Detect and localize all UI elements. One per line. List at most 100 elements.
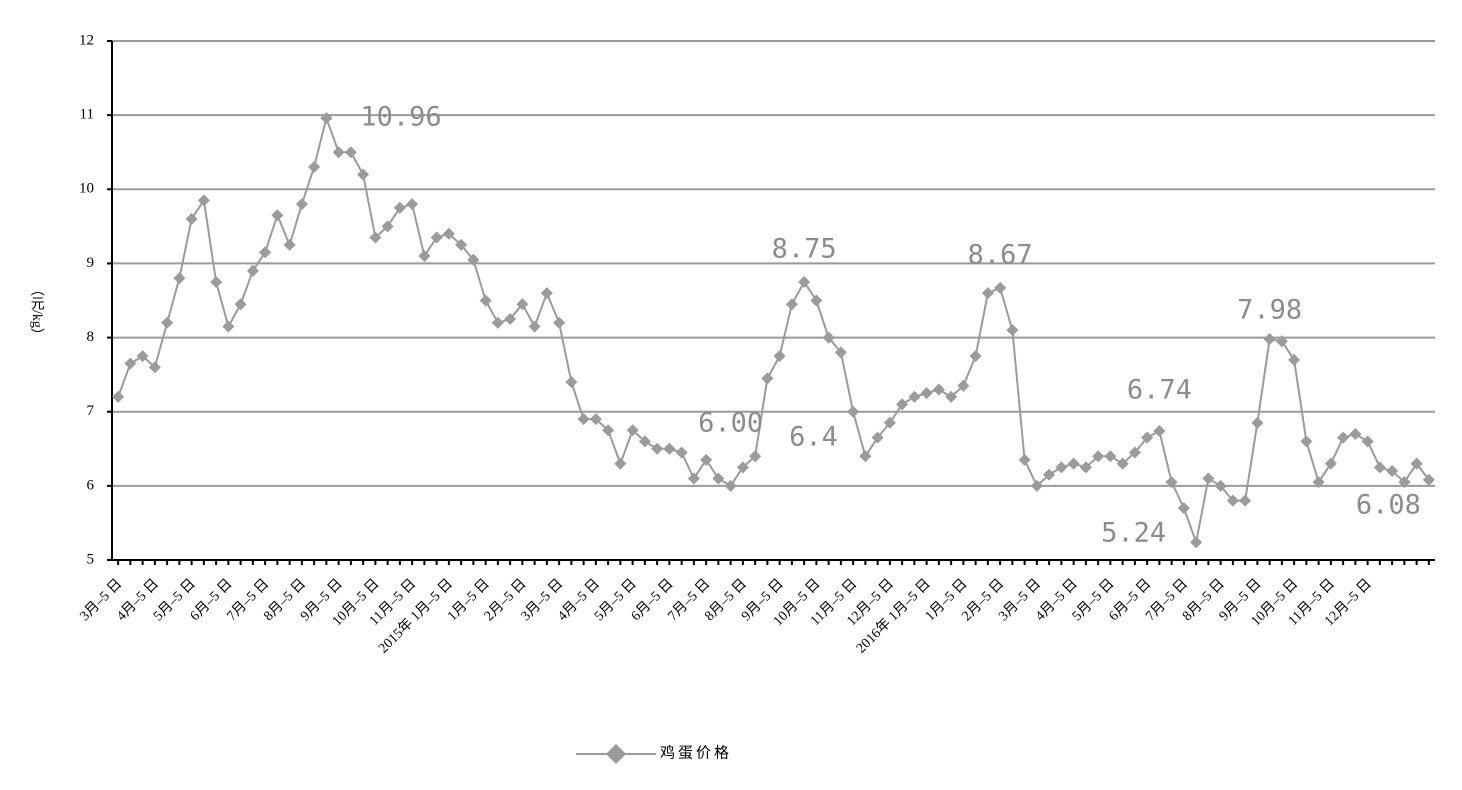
marker [1288, 353, 1301, 366]
marker [565, 376, 578, 389]
marker [112, 390, 125, 403]
marker [283, 238, 296, 251]
value-label: 6.4 [789, 422, 838, 453]
marker [1104, 450, 1117, 463]
marker [1165, 476, 1178, 489]
marker [1214, 479, 1227, 492]
y-tick-label: 5 [87, 551, 95, 567]
marker [638, 435, 651, 448]
y-tick-label: 8 [87, 329, 95, 345]
marker [577, 413, 590, 426]
marker [834, 346, 847, 359]
marker [491, 316, 504, 329]
marker [1079, 461, 1092, 474]
series-line [117, 114, 1430, 546]
marker [896, 398, 909, 411]
marker [859, 450, 872, 463]
marker [406, 198, 419, 211]
marker [504, 313, 517, 326]
marker [148, 361, 161, 374]
marker [124, 357, 137, 370]
marker [197, 194, 210, 207]
marker [810, 294, 823, 307]
marker [381, 220, 394, 233]
marker [479, 294, 492, 307]
marker [1373, 461, 1386, 474]
marker [712, 472, 725, 485]
marker [1349, 427, 1362, 440]
marker [1177, 502, 1190, 515]
marker [1067, 457, 1080, 470]
marker [540, 287, 553, 300]
marker [442, 227, 455, 240]
marker [271, 209, 284, 222]
marker [1398, 476, 1411, 489]
marker [357, 168, 370, 181]
marker [981, 287, 994, 300]
marker [626, 424, 639, 437]
marker [1337, 431, 1350, 444]
marker [185, 212, 198, 225]
marker [994, 281, 1007, 294]
y-tick-label: 9 [87, 255, 95, 271]
y-tick-label: 10 [79, 181, 94, 197]
marker [1386, 465, 1399, 478]
marker [161, 316, 174, 329]
marker [883, 416, 896, 429]
marker [1116, 457, 1129, 470]
marker [1043, 468, 1056, 481]
y-tick-label: 12 [79, 32, 94, 48]
marker [749, 450, 762, 463]
marker [614, 457, 627, 470]
marker [1410, 457, 1423, 470]
marker [455, 238, 468, 251]
marker [369, 231, 382, 244]
marker [969, 350, 982, 363]
marker [295, 198, 308, 211]
marker [234, 298, 247, 311]
marker [932, 383, 945, 396]
marker [553, 316, 566, 329]
marker [173, 272, 186, 285]
marker [1202, 472, 1215, 485]
value-label: 6.74 [1127, 374, 1192, 405]
marker [1006, 324, 1019, 337]
marker [1153, 424, 1166, 437]
marker [136, 350, 149, 363]
marker [920, 387, 933, 400]
marker [430, 231, 443, 244]
marker [308, 161, 321, 174]
marker [1251, 416, 1264, 429]
marker [957, 379, 970, 392]
value-label: 8.67 [968, 239, 1033, 270]
marker [908, 390, 921, 403]
marker [1275, 335, 1288, 348]
marker [589, 413, 602, 426]
marker [344, 146, 357, 159]
marker [1312, 476, 1325, 489]
marker [1422, 473, 1435, 486]
marker [1263, 333, 1276, 346]
marker [822, 331, 835, 344]
marker [1361, 435, 1374, 448]
value-label: 8.75 [772, 233, 837, 264]
value-label: 7.98 [1237, 295, 1302, 326]
marker [651, 442, 664, 455]
value-label: 6.00 [698, 407, 763, 438]
marker [222, 320, 235, 333]
marker [773, 350, 786, 363]
marker [1128, 446, 1141, 459]
marker [516, 298, 529, 311]
marker [1018, 453, 1031, 466]
marker [1055, 461, 1068, 474]
marker [724, 479, 737, 492]
marker [1092, 450, 1105, 463]
legend-label: 鸡蛋价格 [660, 744, 732, 761]
marker [1324, 457, 1337, 470]
value-label: 5.24 [1101, 518, 1166, 549]
legend-marker [606, 744, 626, 764]
marker [1300, 435, 1313, 448]
marker [1141, 431, 1154, 444]
marker [418, 250, 431, 263]
